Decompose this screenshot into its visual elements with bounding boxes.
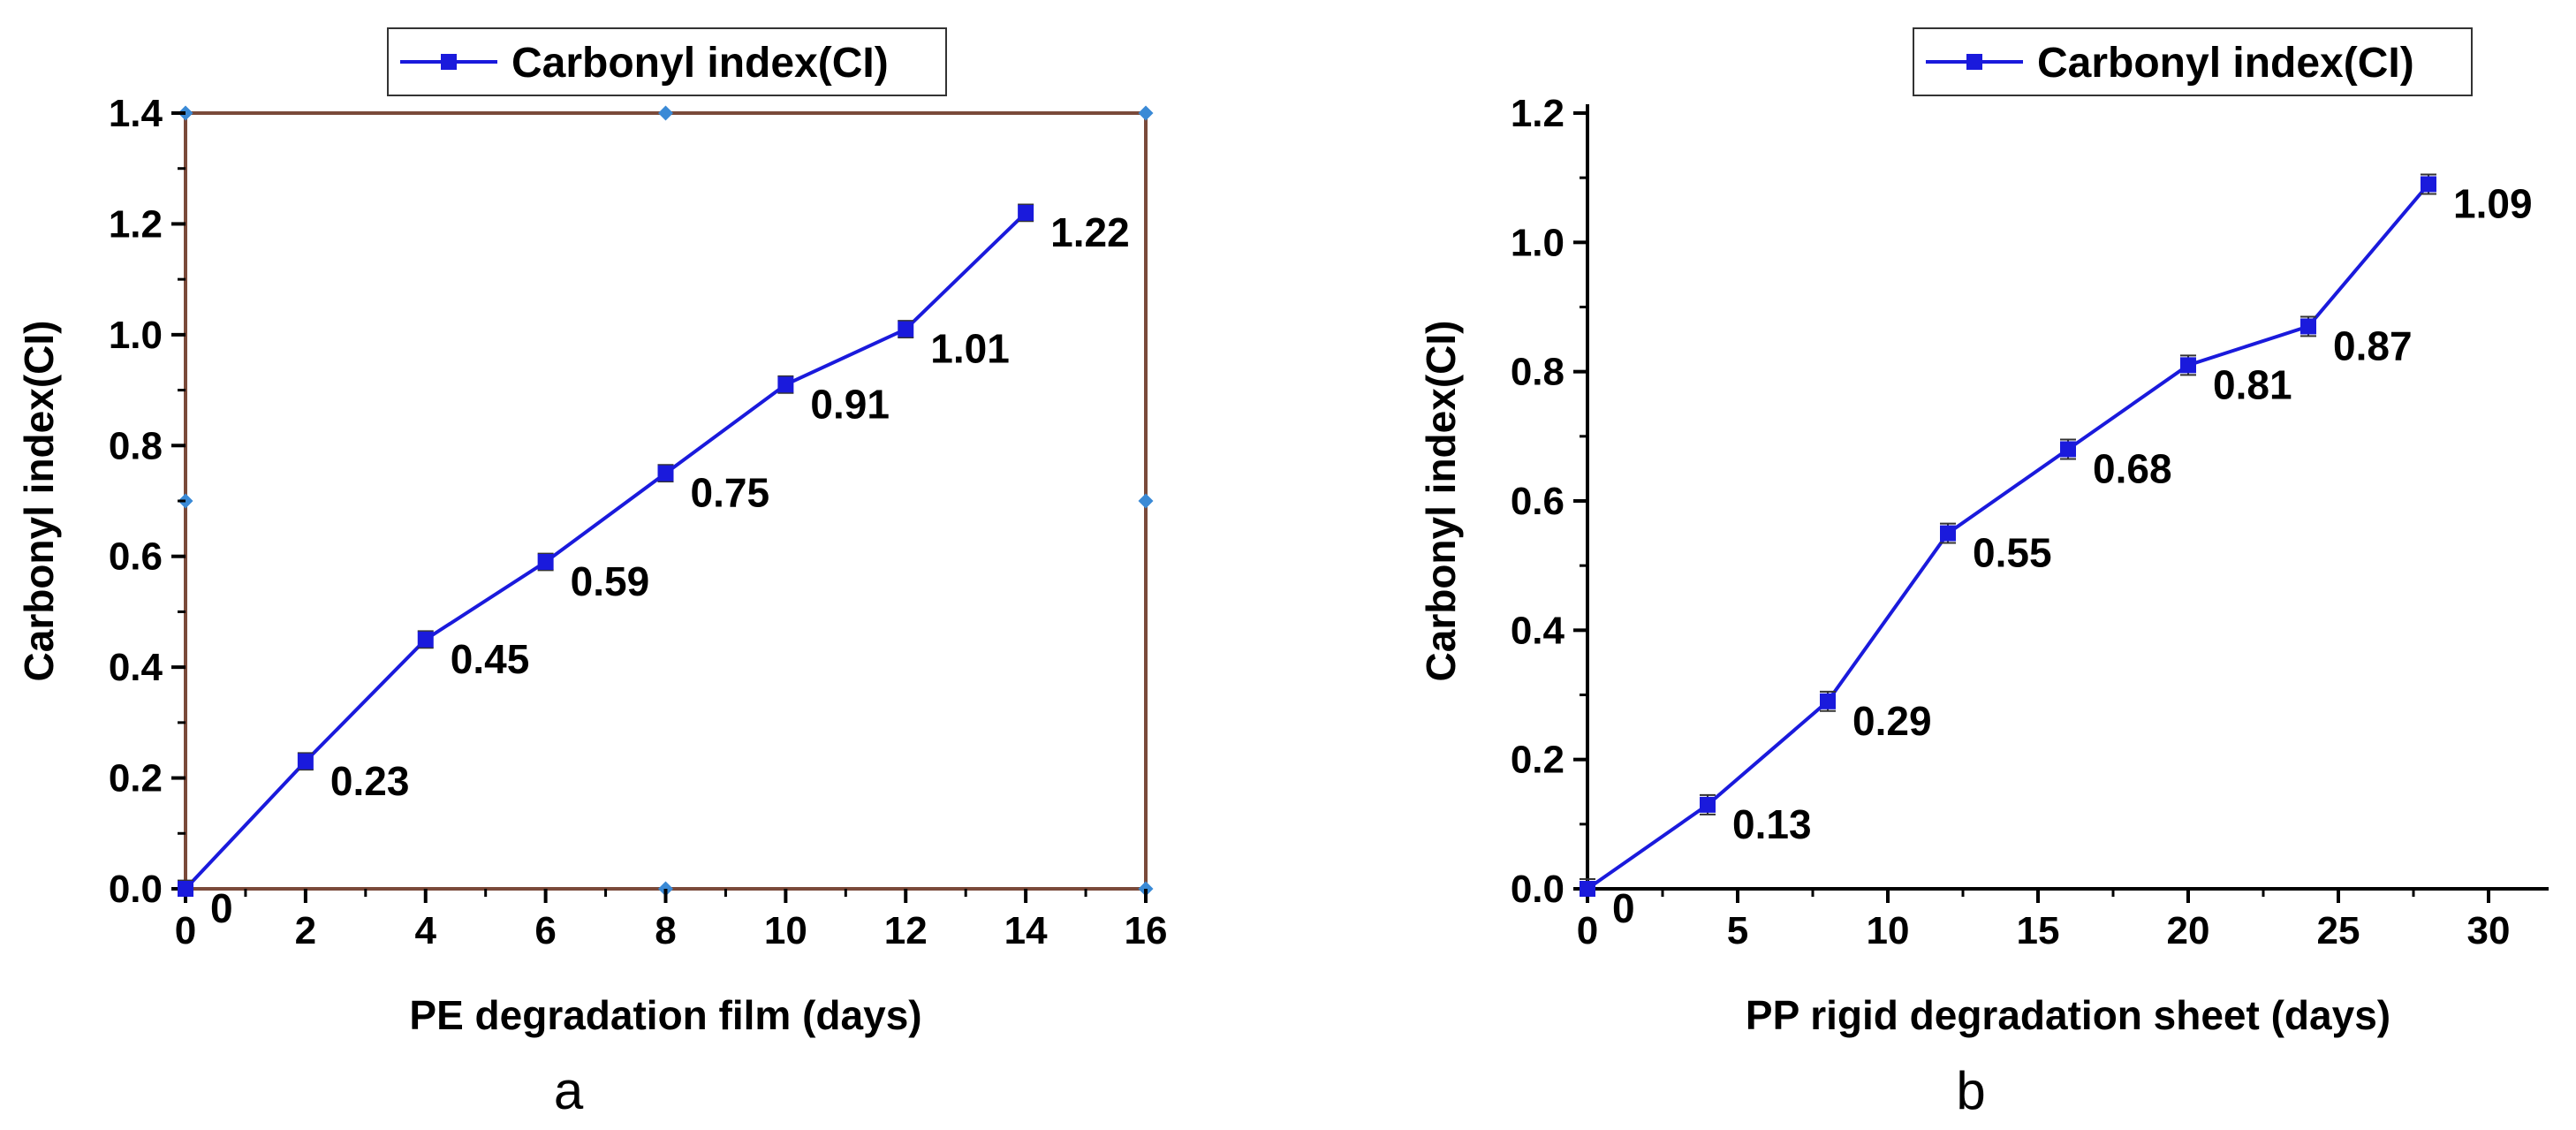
data-point-marker	[777, 376, 794, 393]
data-label: 1.22	[1050, 209, 1130, 255]
data-point-marker	[537, 553, 554, 570]
y-tick-label: 0.2	[1511, 739, 1565, 782]
chart-panel-b: 0.0 0.2 0.4 0.6 0.8 1.0 1.2 0 5 10 15 20 25 30 Carbony…	[1418, 27, 2549, 1120]
panel-letter: b	[1956, 1061, 1985, 1120]
legend-marker-swatch	[441, 54, 457, 70]
series-line	[184, 211, 1027, 891]
data-label: 0.13	[1732, 801, 1812, 847]
y-tick-label: 1.2	[109, 202, 163, 246]
y-tick-label: 1.4	[109, 92, 163, 135]
data-label: 0.45	[451, 636, 530, 682]
y-tick-label: 0.4	[109, 646, 163, 689]
frame-handle-marker	[658, 105, 673, 121]
x-tick-label: 12	[884, 909, 928, 952]
y-tick-label: 0.6	[109, 535, 163, 579]
data-point-marker	[1940, 525, 1956, 542]
chart-panel-a: 0.0 0.2 0.4 0.6 0.8 1.0 1.2 1.4 0 2 4 6 8 10 12 14 16 Car…	[16, 27, 1168, 1120]
data-label: 0.87	[2333, 322, 2413, 368]
x-axis-title: PE degradation film (days)	[409, 992, 921, 1038]
x-tick-label: 4	[415, 909, 437, 952]
x-tick-label: 10	[1867, 909, 1910, 952]
data-point-marker	[1018, 204, 1034, 221]
data-label: 1.01	[930, 326, 1010, 372]
legend-marker-swatch	[1966, 54, 1982, 70]
data-label: 0	[1612, 885, 1635, 931]
y-tick-label: 0.0	[109, 868, 163, 911]
y-tick-label: 0.8	[109, 424, 163, 467]
x-tick-label: 6	[534, 909, 556, 952]
data-label: 0.68	[2093, 445, 2172, 491]
data-point-marker	[2060, 441, 2076, 458]
x-tick-label: 8	[655, 909, 676, 952]
legend-label: Carbonyl index(CI)	[511, 40, 889, 87]
data-point-marker	[898, 321, 914, 337]
x-tick-label: 30	[2467, 909, 2511, 952]
data-label: 0.59	[571, 558, 650, 604]
data-label: 0.29	[1852, 698, 1932, 744]
y-tick-label: 1.0	[109, 314, 163, 357]
data-point-marker	[2180, 357, 2196, 374]
y-tick-label: 0.8	[1511, 351, 1565, 394]
y-axis-title: Carbonyl index(CI)	[1418, 321, 1464, 682]
y-tick-label: 1.0	[1511, 221, 1565, 264]
data-point-marker	[297, 753, 314, 770]
data-point-marker	[1580, 881, 1595, 897]
y-tick-label: 0.2	[109, 757, 163, 800]
frame-handle-marker	[1138, 493, 1154, 509]
y-axis-title: Carbonyl index(CI)	[16, 321, 62, 682]
x-tick-label: 20	[2167, 909, 2210, 952]
data-label: 0.81	[2213, 361, 2292, 407]
x-tick-label: 5	[1727, 909, 1748, 952]
data-point-marker	[1820, 693, 1836, 709]
x-axis-title: PP rigid degradation sheet (days)	[1746, 992, 2390, 1038]
data-point-marker	[178, 881, 193, 897]
frame-handle-marker	[1138, 105, 1154, 121]
x-tick-label: 0	[1577, 909, 1598, 952]
legend-label: Carbonyl index(CI)	[2037, 40, 2414, 87]
y-tick-label: 1.2	[1511, 92, 1565, 135]
data-point-marker	[1700, 796, 1716, 813]
x-tick-label: 16	[1125, 909, 1168, 952]
y-tick-label: 0.6	[1511, 480, 1565, 523]
data-label: 0.55	[1973, 530, 2052, 576]
x-tick-label: 15	[2017, 909, 2060, 952]
data-label: 0	[210, 885, 233, 931]
data-label: 0.91	[810, 381, 890, 427]
series-line	[1586, 183, 2430, 891]
x-tick-label: 2	[295, 909, 316, 952]
data-point-marker	[2421, 176, 2436, 193]
data-label: 0.23	[330, 758, 410, 804]
data-point-marker	[657, 465, 674, 482]
x-tick-label: 25	[2317, 909, 2360, 952]
y-tick-label: 0.4	[1511, 609, 1565, 652]
panel-letter: a	[554, 1061, 584, 1120]
data-label: 0.75	[691, 470, 770, 516]
data-point-marker	[417, 631, 434, 648]
data-label: 1.09	[2453, 180, 2533, 226]
data-point-marker	[2300, 318, 2316, 335]
x-tick-label: 14	[1004, 909, 1048, 952]
y-tick-label: 0.0	[1511, 868, 1565, 911]
x-tick-label: 0	[175, 909, 196, 952]
x-tick-label: 10	[764, 909, 807, 952]
